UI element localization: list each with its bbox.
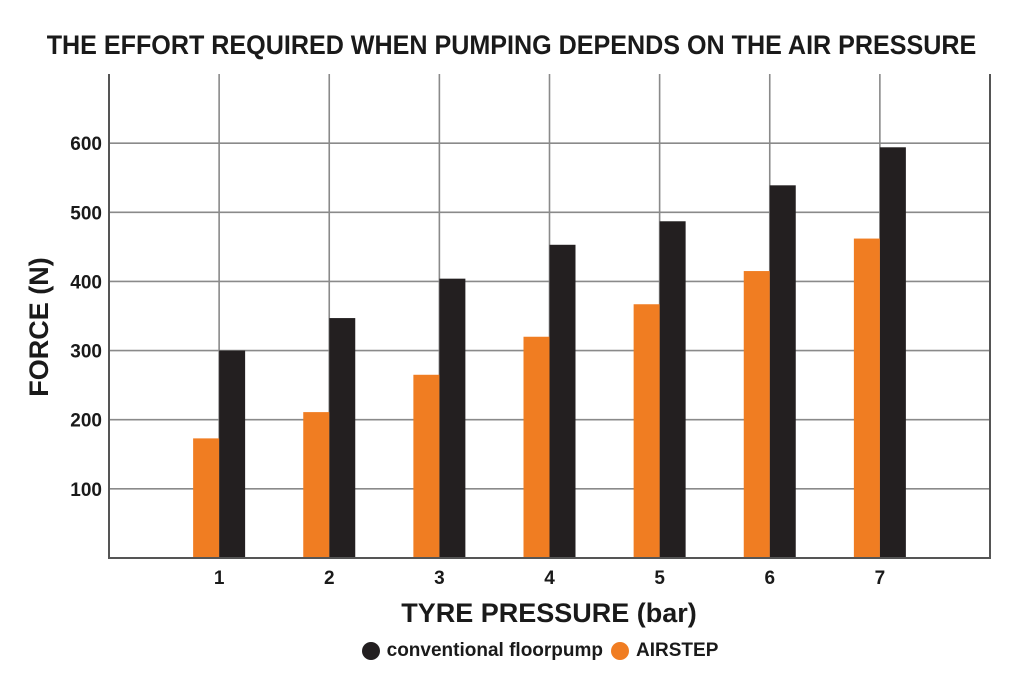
legend: conventional floorpump AIRSTEP <box>28 640 1024 662</box>
x-tick-label: 5 <box>654 568 665 589</box>
axis-frame <box>108 74 991 559</box>
bar-airstep <box>633 304 660 558</box>
y-tick-label: 400 <box>70 272 102 293</box>
bar-airstep <box>193 438 220 558</box>
y-axis-title: FORCE (N) <box>24 257 54 396</box>
x-tick-label: 7 <box>875 568 886 589</box>
y-tick-label: 100 <box>70 480 102 501</box>
bar-airstep <box>303 412 330 558</box>
legend-label-airstep: AIRSTEP <box>636 640 719 661</box>
bar-conventional <box>219 350 246 558</box>
legend-label-conventional: conventional floorpump <box>386 640 604 661</box>
bar-conventional <box>879 147 906 558</box>
bar-airstep <box>853 238 880 558</box>
bar-airstep <box>413 374 440 558</box>
y-tick-label: 200 <box>70 411 102 432</box>
bars <box>193 147 906 559</box>
bar-conventional <box>329 318 356 558</box>
y-tick-label: 500 <box>70 203 102 224</box>
bar-conventional <box>549 244 576 559</box>
y-tick-label: 300 <box>70 342 102 363</box>
bar-airstep <box>743 271 770 558</box>
legend-swatch-airstep <box>611 642 630 660</box>
x-tick-label: 2 <box>324 568 335 589</box>
bar-conventional <box>659 221 686 558</box>
plot-frame <box>108 74 991 559</box>
bar-conventional <box>439 278 466 558</box>
legend-swatch-conventional <box>361 642 380 660</box>
bar-airstep <box>523 336 550 558</box>
legend-item-airstep: AIRSTEP <box>611 640 718 662</box>
x-tick-label: 1 <box>214 568 225 589</box>
y-tick-label: 600 <box>70 134 102 155</box>
x-tick-label: 6 <box>764 568 775 589</box>
x-axis-title: TYRE PRESSURE (bar) <box>401 598 697 628</box>
x-tick-label: 4 <box>544 568 555 589</box>
legend-item-conventional: conventional floorpump <box>361 640 604 662</box>
x-tick-label: 3 <box>434 568 445 589</box>
tick-labels: 100 200 300 400 500 600 1 2 3 4 5 6 7 <box>70 134 885 589</box>
chart-title: THE EFFORT REQUIRED WHEN PUMPING DEPENDS… <box>46 30 977 60</box>
bar-conventional <box>769 185 796 558</box>
